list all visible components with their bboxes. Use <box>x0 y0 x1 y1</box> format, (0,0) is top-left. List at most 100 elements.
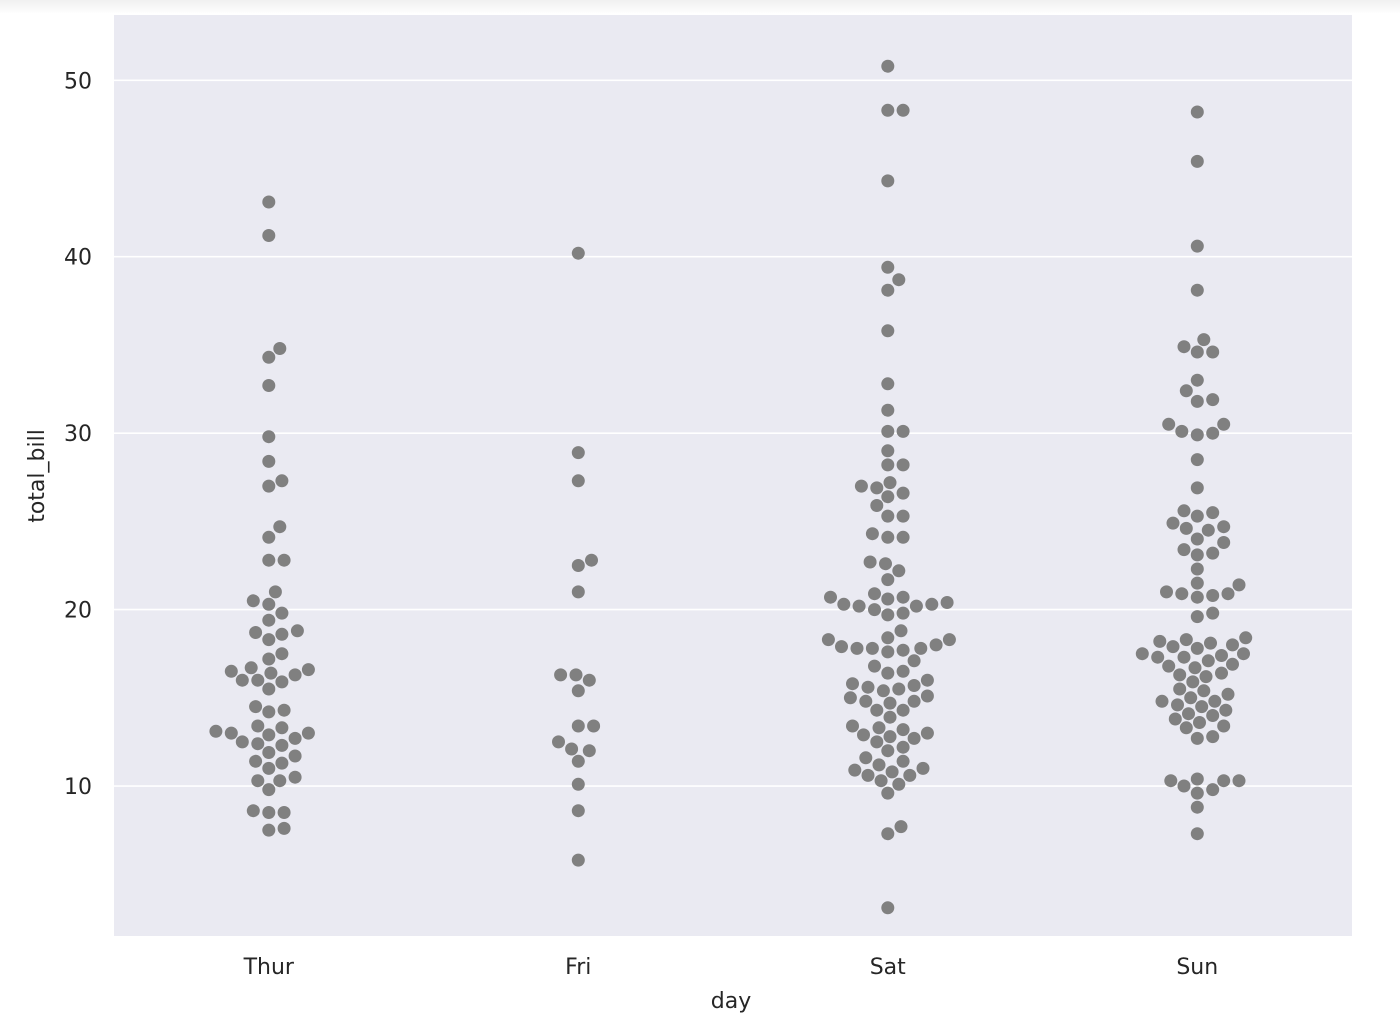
data-point-fri <box>571 853 585 867</box>
data-point-thur <box>277 821 291 835</box>
data-point-fri <box>565 742 579 756</box>
data-point-fri <box>571 446 585 460</box>
data-point-sun <box>1190 154 1204 168</box>
data-point-sat <box>896 103 910 117</box>
data-point-sat <box>872 721 886 735</box>
data-point-sun <box>1190 105 1204 119</box>
x-tick-labels: Thur Fri Sat Sun <box>243 955 1219 980</box>
data-point-thur <box>262 823 276 837</box>
data-point-sat <box>883 476 897 490</box>
data-point-sun <box>1173 682 1187 696</box>
y-tick-label: 30 <box>64 422 92 447</box>
data-point-sun <box>1201 523 1215 537</box>
data-point-sat <box>881 530 895 544</box>
data-point-thur <box>262 652 276 666</box>
data-point-sun <box>1206 709 1220 722</box>
data-point-sun <box>1206 393 1220 407</box>
data-point-sat <box>920 726 934 740</box>
data-point-sat <box>907 679 921 692</box>
data-point-thur <box>262 379 276 392</box>
data-point-thur <box>275 627 289 641</box>
data-point-sat <box>892 273 906 287</box>
data-point-sat <box>942 633 956 647</box>
data-point-sat <box>881 645 895 659</box>
data-point-sun <box>1190 548 1204 562</box>
data-point-sat <box>909 599 923 613</box>
data-point-sat <box>881 283 895 297</box>
data-point-sat <box>881 509 895 523</box>
data-point-sat <box>881 59 895 73</box>
data-point-sun <box>1217 719 1231 733</box>
data-point-sun <box>1219 703 1233 717</box>
data-point-sun <box>1190 428 1204 442</box>
data-point-sun <box>1171 698 1184 712</box>
data-point-thur <box>262 682 276 696</box>
data-point-thur <box>262 195 276 209</box>
y-axis-label: total_bill <box>25 429 50 523</box>
data-point-sun <box>1179 384 1193 398</box>
data-point-thur <box>262 454 276 468</box>
data-point-sun <box>1166 516 1180 530</box>
data-point-thur <box>251 673 265 687</box>
data-point-fri <box>571 474 585 488</box>
data-point-thur <box>290 624 304 638</box>
data-point-thur <box>262 705 276 719</box>
data-point-sat <box>881 174 895 188</box>
data-point-sat <box>870 703 884 717</box>
data-point-sun <box>1184 691 1198 705</box>
data-point-sun <box>1190 576 1204 590</box>
data-point-sat <box>854 479 868 493</box>
data-point-thur <box>275 647 289 661</box>
data-point-sat <box>876 684 890 698</box>
data-point-fri <box>587 719 601 733</box>
data-point-fri <box>571 777 585 791</box>
data-point-sun <box>1190 610 1204 624</box>
data-point-thur <box>251 774 265 788</box>
data-point-sat <box>857 728 870 742</box>
data-point-sun <box>1190 590 1204 604</box>
data-point-thur <box>273 342 287 355</box>
data-point-sun <box>1206 506 1220 520</box>
data-point-sat <box>881 403 895 417</box>
data-point-sat <box>896 754 910 768</box>
data-point-sun <box>1206 783 1220 797</box>
data-point-thur <box>288 770 302 784</box>
data-point-thur <box>301 726 315 740</box>
data-point-thur <box>275 474 289 488</box>
y-tick-label: 20 <box>64 599 92 624</box>
data-point-thur <box>262 728 276 742</box>
y-tick-label: 40 <box>64 246 92 271</box>
data-point-sat <box>859 751 873 765</box>
data-point-sun <box>1190 562 1204 576</box>
data-point-sun <box>1215 666 1228 680</box>
data-point-sat <box>881 744 895 758</box>
data-point-sat <box>881 608 895 622</box>
data-point-sun <box>1190 283 1204 297</box>
data-point-sun <box>1190 827 1204 841</box>
y-tick-label: 10 <box>64 775 92 800</box>
data-point-sun <box>1199 670 1213 684</box>
y-tick-labels: 10 20 30 40 50 <box>64 69 92 800</box>
data-point-sat <box>837 597 851 611</box>
x-tick-label-fri: Fri <box>565 955 591 980</box>
y-tick-label: 50 <box>64 69 92 94</box>
data-point-thur <box>251 719 265 733</box>
data-point-fri <box>571 719 585 733</box>
data-point-sun <box>1177 779 1191 793</box>
data-point-sun <box>1177 650 1191 664</box>
data-point-sat <box>907 654 921 668</box>
data-point-thur <box>209 724 223 738</box>
data-point-sat <box>896 740 910 754</box>
data-point-sun <box>1206 426 1220 440</box>
data-point-sat <box>896 606 910 620</box>
data-point-sat <box>896 664 910 678</box>
data-point-sun <box>1190 532 1204 546</box>
data-point-fri <box>571 804 585 818</box>
data-point-sat <box>896 703 910 717</box>
data-point-sat <box>925 597 939 611</box>
data-point-sat <box>881 631 895 645</box>
data-point-sat <box>914 641 928 655</box>
data-point-sat <box>894 624 908 638</box>
data-point-thur <box>288 731 302 745</box>
data-point-sun <box>1190 453 1204 467</box>
